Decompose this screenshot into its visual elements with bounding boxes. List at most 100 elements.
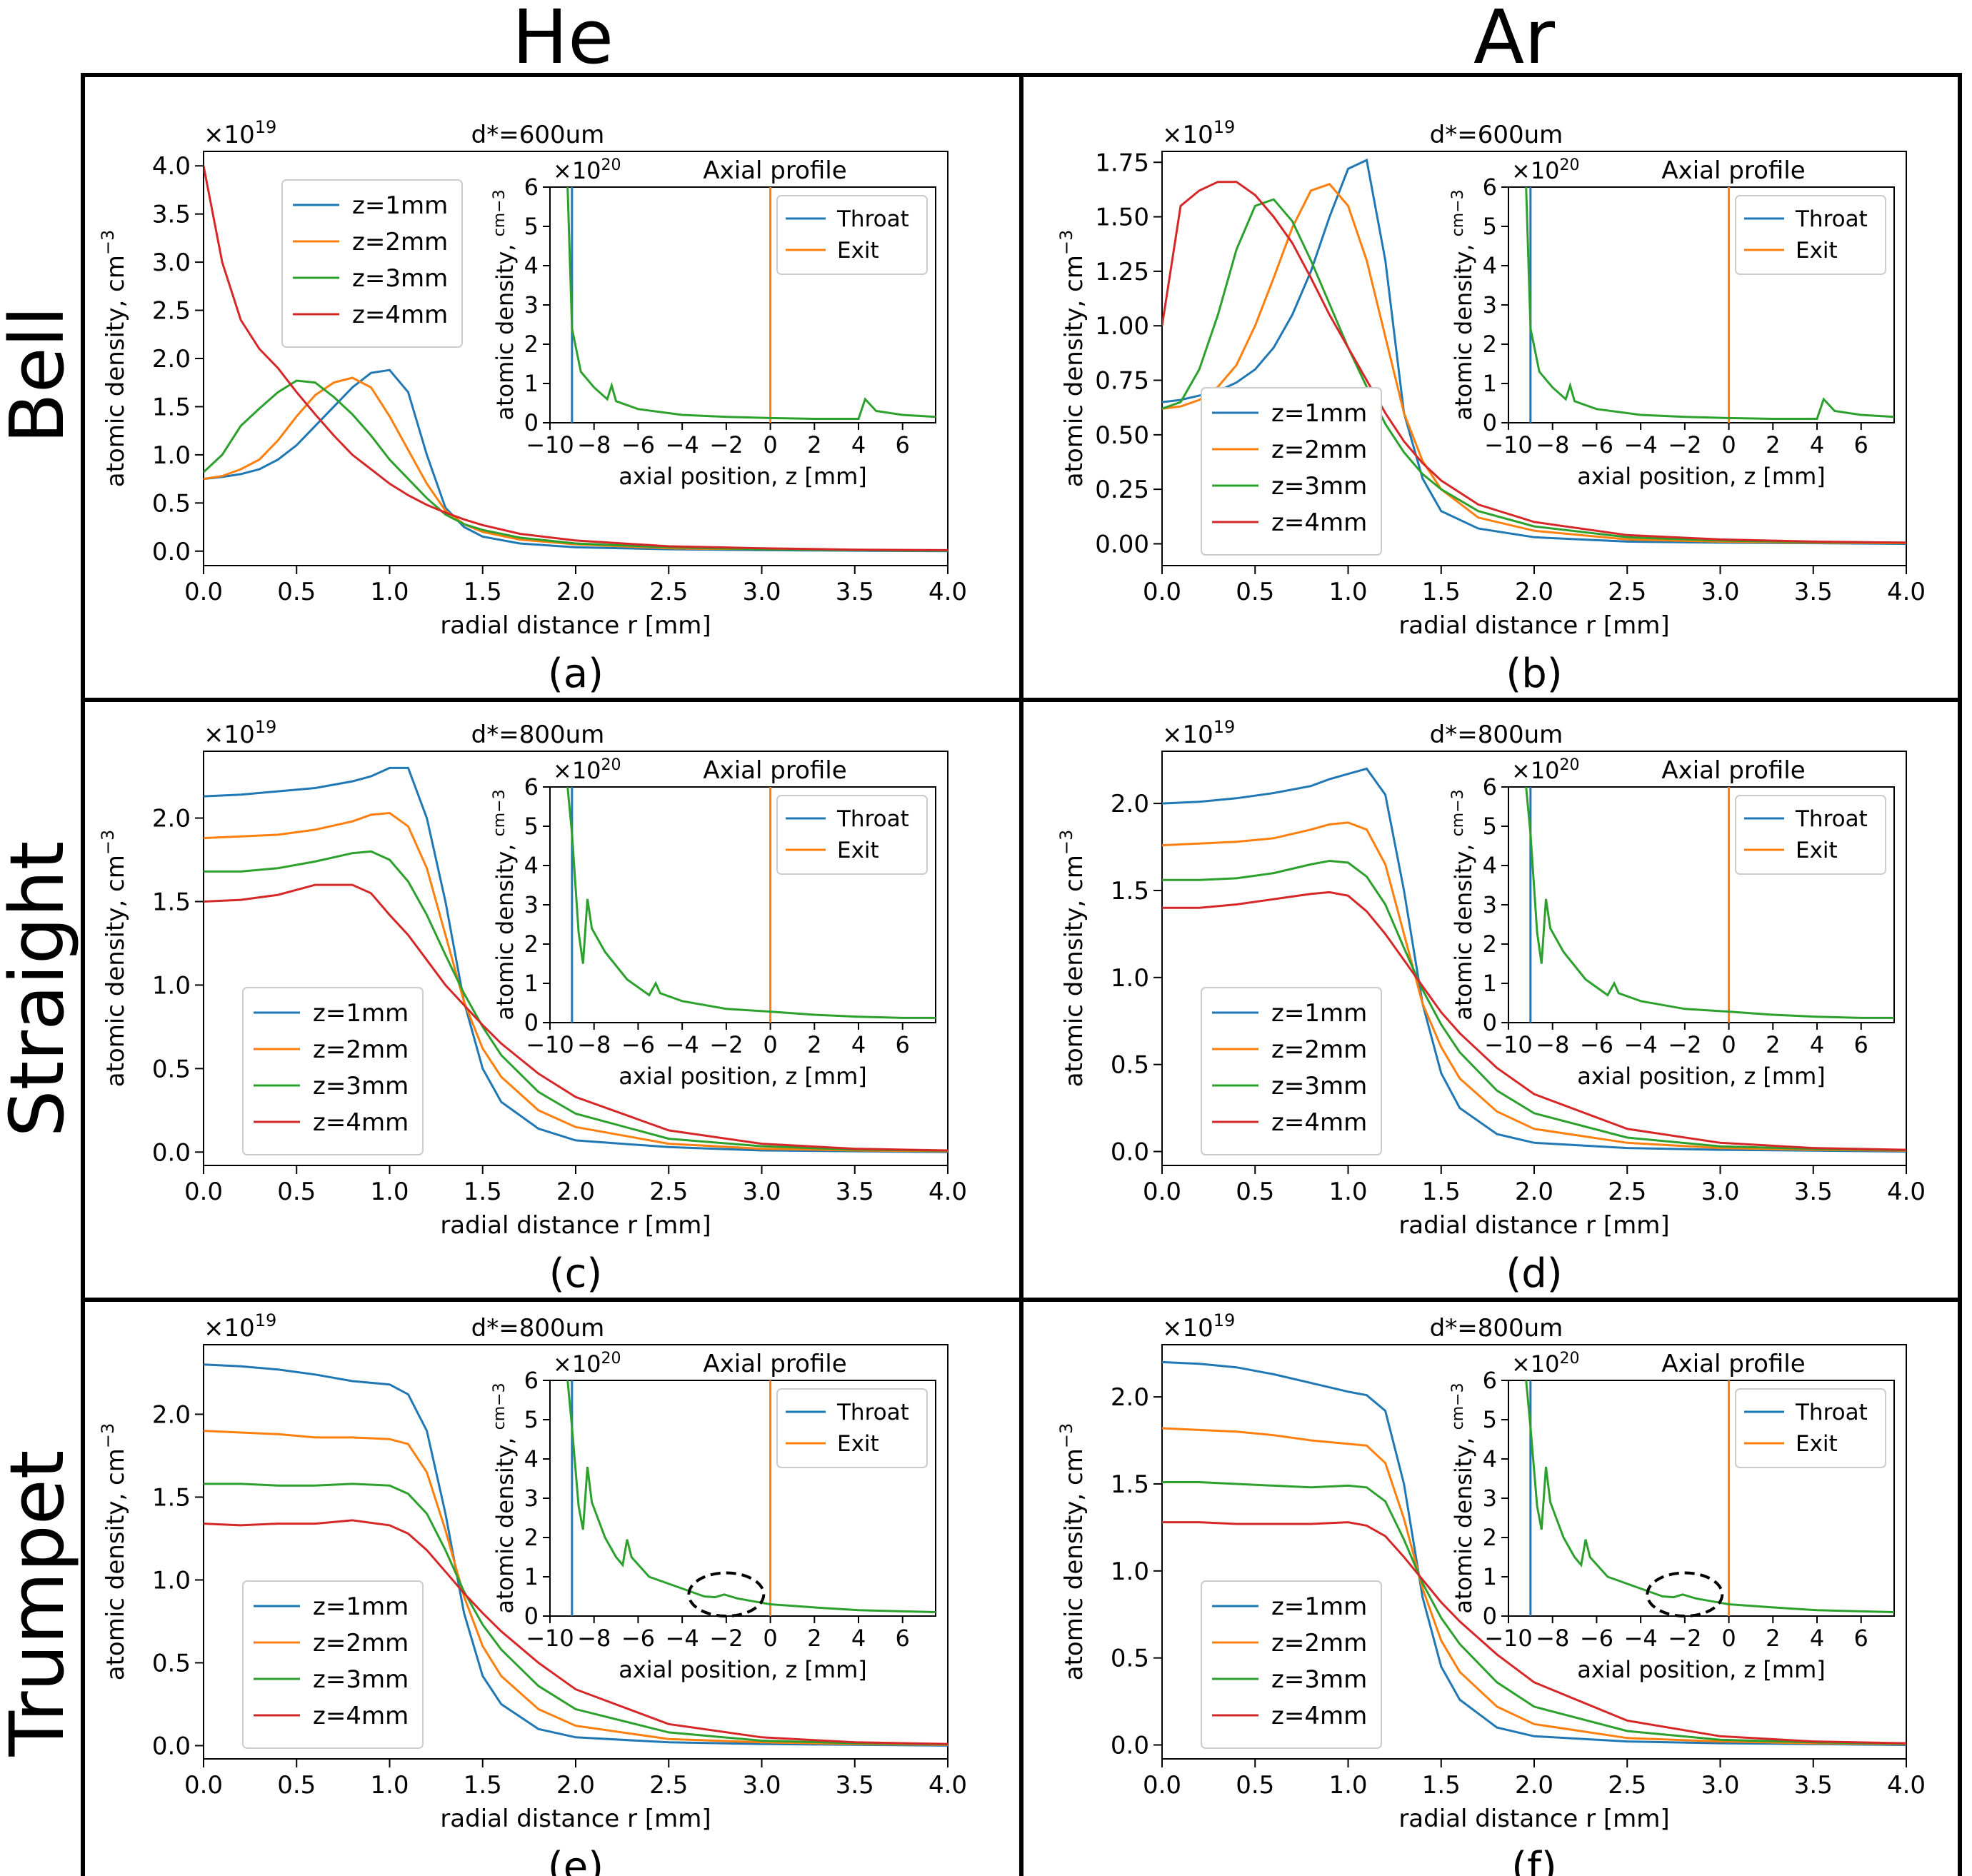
inset-y-tick-label: 6 <box>524 174 539 201</box>
series-line-z-2mm <box>1162 1427 1906 1745</box>
inset-x-tick-label: 4 <box>1810 1031 1824 1058</box>
inset-x-axis-label: axial position, z [mm] <box>1577 1063 1825 1090</box>
axial-profile-line <box>566 787 936 1019</box>
series-line-z-2mm <box>204 811 948 1153</box>
inset-legend-entry: Throat <box>1795 206 1868 232</box>
panel-label: (a) <box>548 651 604 697</box>
y-tick-label: 2.0 <box>152 345 191 373</box>
legend-entry: z=2mm <box>1271 1035 1367 1064</box>
inset-x-tick-label: 0 <box>1721 1625 1736 1652</box>
series-line-z-4mm <box>204 883 948 1152</box>
y-tick-label: 0.5 <box>1111 1051 1149 1080</box>
x-tick-label: 4.0 <box>1887 578 1926 606</box>
inset-y-axis-label: atomic density, cm−3 <box>491 189 519 420</box>
x-tick-label: 2.0 <box>1515 1771 1553 1800</box>
y-multiplier: ×1019 <box>204 117 276 149</box>
throat-diameter-label: d*=800um <box>471 1314 605 1343</box>
series-line-z-1mm <box>1162 767 1906 1153</box>
panel-label: (b) <box>1506 651 1562 697</box>
x-tick-label: 0.0 <box>184 578 223 606</box>
inset-y-tick-label: 4 <box>1483 852 1497 879</box>
x-tick-label: 1.5 <box>1422 1178 1461 1206</box>
y-tick-label: 1.50 <box>1095 204 1149 232</box>
inset-legend-entry: Throat <box>836 806 909 832</box>
inset-y-tick-label: 4 <box>1483 1445 1497 1473</box>
inset-x-tick-label: 6 <box>896 1031 910 1058</box>
inset-multiplier: ×1020 <box>1511 756 1580 785</box>
inset-y-tick-label: 6 <box>524 1367 539 1394</box>
series-line-z-4mm <box>1162 1521 1906 1745</box>
inset-x-axis-label: axial position, z [mm] <box>619 463 866 490</box>
x-axis-label: radial distance r [mm] <box>440 611 711 640</box>
inset-x-tick-label: 0 <box>1721 1031 1736 1058</box>
x-tick-label: 1.5 <box>1422 1771 1461 1800</box>
y-tick-label: 1.00 <box>1095 312 1149 341</box>
inset-x-tick-label: 0 <box>763 1031 777 1058</box>
inset-legend-entry: Exit <box>1796 838 1838 863</box>
inset-y-tick-label: 2 <box>524 331 539 358</box>
inset-y-tick-label: 5 <box>524 1406 539 1433</box>
legend-entry: z=3mm <box>313 1665 409 1694</box>
series-line-z-2mm <box>1162 821 1906 1152</box>
x-tick-label: 0.0 <box>1143 1771 1181 1800</box>
y-tick-label: 0.0 <box>152 1732 191 1760</box>
inset-x-tick-label: −4 <box>666 431 699 458</box>
legend-entry: z=3mm <box>1271 1665 1367 1694</box>
inset-legend-entry: Throat <box>836 1400 909 1425</box>
legend-entry: z=2mm <box>1271 1629 1367 1657</box>
inset-y-tick-label: 2 <box>524 1524 539 1551</box>
y-tick-label: 2.5 <box>152 297 191 326</box>
y-axis-label: atomic density, cm−3 <box>98 830 130 1088</box>
x-tick-label: 0.0 <box>1143 578 1181 606</box>
x-tick-label: 1.0 <box>1328 1178 1367 1206</box>
panel-label: (d) <box>1506 1250 1562 1297</box>
x-tick-label: 1.5 <box>464 1771 502 1800</box>
y-axis-label: atomic density, cm−3 <box>98 230 130 488</box>
x-tick-label: 3.0 <box>1701 1771 1739 1800</box>
throat-diameter-label: d*=600um <box>471 121 605 149</box>
series-line-z-3mm <box>1162 859 1906 1152</box>
inset-x-tick-label: −8 <box>577 431 611 458</box>
y-tick-label: 3.0 <box>152 249 191 277</box>
y-tick-label: 0.75 <box>1095 367 1149 396</box>
inset-title: Axial profile <box>703 756 846 785</box>
inset-x-tick-label: −8 <box>1536 431 1569 458</box>
y-tick-label: 1.5 <box>152 888 191 916</box>
inset-y-tick-label: 5 <box>1483 813 1497 840</box>
x-tick-label: 0.5 <box>1236 578 1274 606</box>
x-tick-label: 4.0 <box>929 1771 967 1800</box>
inset-y-tick-label: 0 <box>1483 409 1497 436</box>
inset-y-tick-label: 1 <box>524 1563 539 1590</box>
y-axis-label: atomic density, cm−3 <box>1056 230 1088 488</box>
x-tick-label: 0.0 <box>1143 1178 1181 1206</box>
throat-diameter-label: d*=800um <box>471 721 605 749</box>
y-tick-label: 1.5 <box>152 1483 191 1512</box>
legend-entry: z=1mm <box>313 1592 409 1621</box>
legend-entry: z=2mm <box>352 228 448 256</box>
inset-x-tick-label: 6 <box>896 431 910 458</box>
inset-y-tick-label: 3 <box>524 891 539 918</box>
legend-entry: z=4mm <box>313 1108 409 1137</box>
inset-x-tick-label: 2 <box>807 1625 821 1652</box>
legend-entry: z=4mm <box>1271 508 1367 537</box>
inset-y-tick-label: 3 <box>524 291 539 318</box>
inset-x-tick-label: −2 <box>1668 431 1701 458</box>
series-line-z-3mm <box>1162 198 1906 544</box>
axial-profile-line <box>1525 1380 1894 1613</box>
inset-y-axis-label: atomic density, cm−3 <box>1449 189 1478 420</box>
x-tick-label: 0.5 <box>277 1771 316 1800</box>
x-tick-label: 3.5 <box>1794 578 1833 606</box>
y-tick-label: 1.0 <box>1111 964 1149 993</box>
series-line-z-3mm <box>204 379 948 552</box>
x-tick-label: 3.0 <box>1701 1178 1739 1206</box>
inset-x-tick-label: −2 <box>1668 1625 1701 1652</box>
inset-x-tick-label: 4 <box>851 1625 866 1652</box>
x-tick-label: 4.0 <box>929 1178 967 1206</box>
y-tick-label: 1.0 <box>152 1566 191 1595</box>
legend-entry: z=3mm <box>1271 472 1367 501</box>
x-tick-label: 1.5 <box>1422 578 1461 606</box>
inset-x-tick-label: −4 <box>666 1031 699 1058</box>
inset-y-tick-label: 0 <box>524 409 539 436</box>
inset-legend <box>776 795 928 875</box>
inset-x-tick-label: 0 <box>763 1625 777 1652</box>
